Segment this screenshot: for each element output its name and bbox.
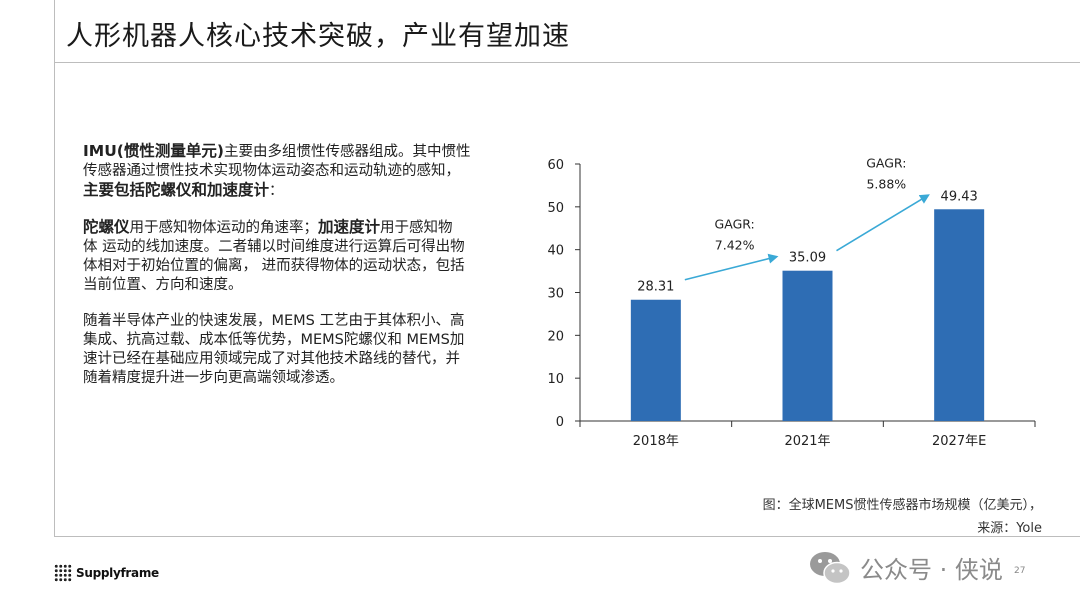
bar-1	[782, 270, 833, 421]
y-tick-label-4: 40	[547, 244, 564, 259]
content-frame	[54, 0, 1080, 537]
x-axis: 2018年 2021年 2027年E	[579, 420, 1036, 449]
y-tick-label-5: 50	[547, 201, 564, 216]
wechat-icon	[810, 552, 851, 585]
watermark: 公众号 · 侠说	[860, 556, 1003, 584]
caption-source: 来源：Yole	[977, 521, 1042, 536]
growth-label-1: GAGR:	[866, 155, 906, 170]
y-tick-label-3: 30	[547, 287, 564, 302]
body-text: IMU(惯性测量单元)主要由多组惯性传感器组成。其中惯性 传感器通过惯性技术实现…	[83, 142, 508, 405]
paragraph-mems: 随着半导体产业的快速发展，MEMS 工艺由于其体积小、高 集成、抗高过载、成本低…	[83, 312, 508, 388]
y-axis: 0 10 20 30 40 50 60	[547, 158, 581, 430]
paragraph-imu: IMU(惯性测量单元)主要由多组惯性传感器组成。其中惯性 传感器通过惯性技术实现…	[83, 142, 508, 201]
bars: 28.31 35.09 49.43	[630, 189, 985, 421]
growth-value-0: 7.42%	[715, 238, 755, 253]
chart-caption: 图：全球MEMS惯性传感器市场规模（亿美元）， 来源：Yole	[763, 494, 1042, 540]
p3-line3: 速计已经在基础应用领域完成了对其他技术路线的替代，并	[83, 351, 460, 367]
p3-line2: 集成、抗高过载、成本低等优势，MEMS陀螺仪和 MEMS加	[83, 332, 465, 348]
bar-2	[934, 209, 985, 421]
bar-value-label-0: 28.31	[637, 280, 674, 295]
p2-text2a: 用于感知物	[380, 220, 453, 236]
y-tick-label-6: 60	[547, 158, 564, 173]
bar-value-label-1: 35.09	[789, 251, 826, 266]
p2-line3: 体相对于初始位置的偏离， 进而获得物体的运动状态，包括	[83, 258, 465, 274]
page-number: 27	[1014, 566, 1026, 576]
x-tick-label-1: 2021年	[784, 434, 830, 449]
growth-label-0: GAGR:	[715, 217, 755, 232]
y-tick-label-1: 10	[547, 372, 564, 387]
bar-0	[630, 299, 681, 421]
p1-strong: 主要包括陀螺仪和加速度计	[83, 181, 270, 199]
growth-arrow-1	[836, 194, 930, 252]
paragraph-sensors: 陀螺仪用于感知物体运动的角速率；加速度计用于感知物 体 运动的线加速度。二者辅以…	[83, 218, 508, 295]
p1-line2: 传感器通过惯性技术实现物体运动姿态和运动轨迹的感知，	[83, 163, 460, 179]
y-tick-label-0: 0	[556, 415, 564, 430]
annotations: GAGR: 7.42% GAGR: 5.88%	[684, 155, 930, 281]
imu-term: IMU(惯性测量单元)	[83, 142, 224, 160]
title-bar	[54, 0, 1080, 63]
gyroscope-term: 陀螺仪	[83, 218, 130, 236]
p1-tail: ：	[269, 183, 284, 199]
p2-text1: 用于感知物体运动的角速率；	[129, 220, 319, 236]
accelerometer-term: 加速度计	[318, 218, 381, 236]
x-tick-label-2: 2027年E	[932, 434, 986, 449]
bar-value-label-2: 49.43	[941, 189, 978, 204]
growth-arrow-0	[684, 253, 779, 281]
p3-line1: 随着半导体产业的快速发展，MEMS 工艺由于其体积小、高	[83, 313, 465, 329]
p2-line4: 当前位置、方向和速度。	[83, 277, 243, 293]
market-size-chart: 0 10 20 30 40 50 60 2018年 2021年 2027年E 28.31 35.0…	[547, 155, 1036, 449]
logo-text: Supplyframe	[76, 566, 159, 580]
supplyframe-logo: Supplyframe	[54, 564, 159, 582]
p3-line4: 随着精度提升进一步向更高端领域渗透。	[83, 370, 344, 386]
p1-line1: 主要由多组惯性传感器组成。其中惯性	[223, 144, 471, 160]
caption-line1: 图：全球MEMS惯性传感器市场规模（亿美元），	[762, 498, 1042, 513]
p2-line2: 体 运动的线加速度。二者辅以时间维度进行运算后可得出物	[83, 239, 465, 255]
growth-value-1: 5.88%	[866, 176, 906, 191]
page-title: 人形机器人核心技术突破，产业有望加速	[66, 21, 570, 52]
x-tick-label-0: 2018年	[633, 434, 679, 449]
y-tick-label-2: 20	[547, 329, 564, 344]
grid-logo-icon	[54, 564, 72, 582]
